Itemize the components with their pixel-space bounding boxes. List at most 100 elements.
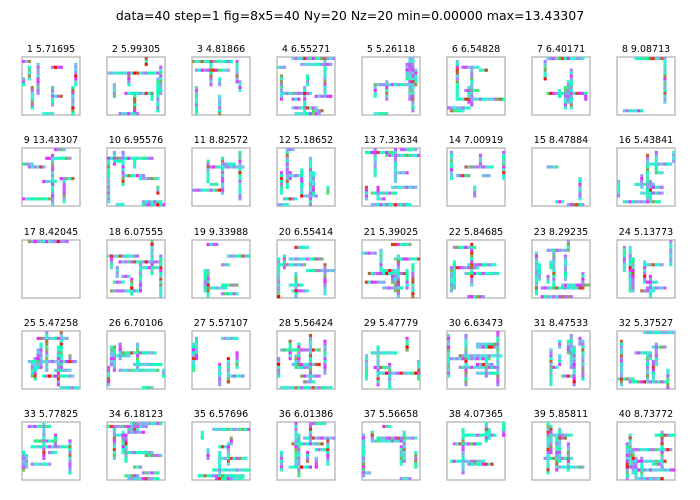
heat-cell xyxy=(221,168,225,172)
heat-cell xyxy=(56,368,60,372)
heat-cell xyxy=(291,465,295,469)
heat-cell xyxy=(461,451,465,455)
heat-cell xyxy=(30,97,34,101)
heat-cell xyxy=(138,271,143,276)
heat-cell xyxy=(308,156,313,160)
heat-cell xyxy=(581,277,585,281)
heat-cell xyxy=(279,348,284,352)
heat-cell xyxy=(206,168,210,172)
heat-cell xyxy=(215,59,219,64)
heat-cell xyxy=(300,263,304,267)
heat-cell xyxy=(558,360,562,364)
heat-cell xyxy=(449,266,454,270)
heat-cell xyxy=(297,289,301,293)
heat-cell xyxy=(121,424,125,429)
heat-cell xyxy=(285,203,289,207)
panel-title: 10 6.95576 xyxy=(109,135,163,146)
heat-cell xyxy=(581,465,585,469)
heat-cell xyxy=(45,357,49,361)
heat-cell xyxy=(306,106,310,110)
heat-cell xyxy=(411,371,415,375)
heat-cell xyxy=(303,465,307,469)
heat-cell xyxy=(578,191,582,195)
panel-40: 40 8.73772 xyxy=(616,409,676,481)
heat-cell xyxy=(555,295,559,299)
heat-cell xyxy=(300,465,304,469)
heat-cell xyxy=(496,331,500,335)
panel-35: 35 6.57696 xyxy=(191,409,251,481)
heat-cell xyxy=(300,182,304,186)
heat-cell xyxy=(133,430,137,434)
heat-cell xyxy=(388,150,392,155)
heat-cell xyxy=(464,342,468,346)
heat-cell xyxy=(36,462,40,466)
heat-cell xyxy=(461,357,465,361)
panel-1: 1 5.71695 xyxy=(21,44,81,116)
heat-cell xyxy=(648,289,653,293)
heat-cell xyxy=(30,91,34,95)
heat-cell xyxy=(48,179,52,184)
heat-cell xyxy=(285,386,289,390)
heat-cell xyxy=(628,254,632,258)
heat-cell xyxy=(303,86,307,90)
heat-cell xyxy=(51,194,55,198)
heat-cell xyxy=(484,462,488,466)
heat-cell xyxy=(121,436,125,440)
heat-cell xyxy=(376,188,380,192)
heat-cell xyxy=(470,103,474,107)
panel-title: 40 8.73772 xyxy=(619,409,673,420)
heat-cell xyxy=(393,283,398,287)
heat-cell xyxy=(209,68,213,72)
heat-cell xyxy=(156,471,160,475)
heat-cell xyxy=(364,251,369,255)
heat-cell xyxy=(223,283,228,287)
heat-cell xyxy=(364,365,369,369)
heat-cell xyxy=(362,436,366,440)
heat-cell xyxy=(156,77,160,81)
heat-cell xyxy=(648,295,653,299)
heat-cell xyxy=(467,88,471,93)
heat-cell xyxy=(223,263,228,267)
panel-3: 3 4.81866 xyxy=(191,44,251,116)
heat-cell xyxy=(311,436,315,440)
heat-cell xyxy=(277,283,281,287)
heat-cell xyxy=(285,165,289,169)
heat-cell xyxy=(464,442,468,446)
heat-cell xyxy=(449,177,454,181)
heat-cell xyxy=(218,465,222,469)
heat-cell xyxy=(399,462,403,466)
heat-cell xyxy=(51,168,55,172)
heat-cell xyxy=(478,156,483,160)
heat-cell xyxy=(226,254,230,258)
heat-cell xyxy=(388,380,392,384)
heat-cell xyxy=(294,448,298,452)
heat-cell xyxy=(332,57,336,61)
heat-cell xyxy=(379,112,383,116)
heat-cell xyxy=(405,203,409,207)
heat-cell xyxy=(379,271,383,276)
heat-cell xyxy=(569,88,573,93)
heat-cell xyxy=(112,430,116,434)
heat-cell xyxy=(194,112,199,116)
heat-cell xyxy=(481,68,485,72)
heat-cell xyxy=(107,191,111,195)
heat-cell xyxy=(393,177,398,181)
heat-cell xyxy=(563,94,568,98)
heat-cell xyxy=(546,248,550,252)
panel-frame xyxy=(276,147,336,207)
heat-cell xyxy=(408,74,412,78)
heat-cell xyxy=(484,165,488,169)
heat-cell xyxy=(215,286,219,290)
heat-cell xyxy=(646,448,650,452)
heat-cell xyxy=(487,357,491,361)
heat-cell xyxy=(221,68,225,72)
heat-cell xyxy=(300,91,304,95)
heat-cell xyxy=(308,194,313,198)
heat-cell xyxy=(399,445,403,449)
heat-cell xyxy=(449,357,454,361)
heat-cell xyxy=(144,453,148,458)
heat-cell xyxy=(470,68,474,72)
heat-cell xyxy=(464,433,468,437)
heat-cell xyxy=(218,188,222,192)
heat-cell xyxy=(481,371,485,375)
